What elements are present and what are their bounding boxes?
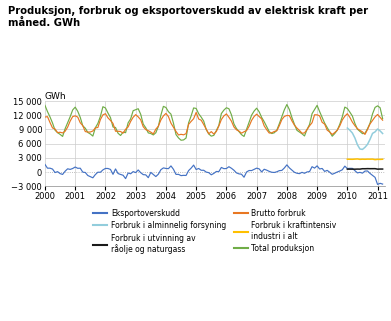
Legend: Eksportoverskudd, Forbruk i alminnelig forsyning, Forbruk i utvinning av
råolje : Eksportoverskudd, Forbruk i alminnelig f… bbox=[93, 209, 337, 254]
Text: Produksjon, forbruk og eksportoverskudd av elektrisk kraft per
måned. GWh: Produksjon, forbruk og eksportoverskudd … bbox=[8, 6, 368, 28]
Text: GWh: GWh bbox=[45, 92, 66, 101]
